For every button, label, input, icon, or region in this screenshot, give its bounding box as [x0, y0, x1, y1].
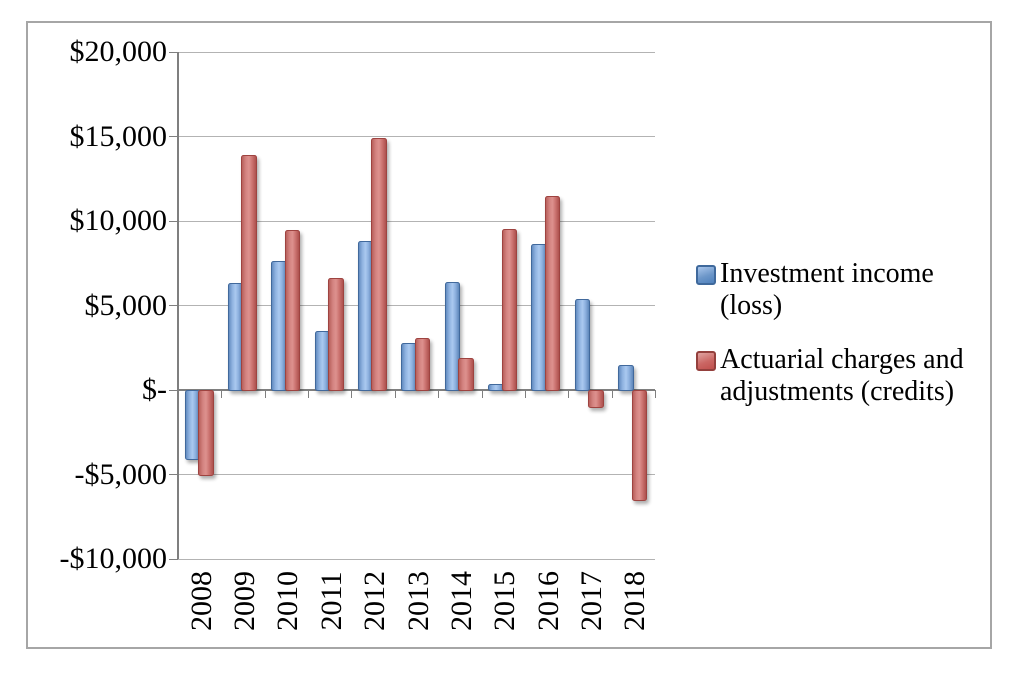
legend-swatch-blue-icon [696, 265, 716, 285]
bar-2008-series1 [198, 390, 214, 476]
x-tick-label: 2017 [574, 571, 608, 631]
bar-2014-series0 [444, 281, 461, 391]
x-axis-tick [221, 390, 223, 398]
legend: Investment income (loss) Actuarial charg… [696, 258, 996, 408]
x-axis-tick [438, 390, 440, 398]
x-axis-tick [655, 390, 656, 398]
bar-2017-series0 [574, 298, 591, 391]
y-axis-tick [169, 51, 178, 53]
legend-label-line: Actuarial charges and [720, 344, 964, 375]
legend-label-line: adjustments (credits) [720, 376, 955, 407]
legend-label-actuarial-charges: Actuarial charges and adjustments (credi… [720, 344, 964, 408]
y-axis-tick [169, 305, 178, 306]
y-tick-label: $5,000 [84, 288, 168, 322]
bar-2014-series1 [458, 357, 474, 391]
x-axis-tick [178, 390, 179, 398]
y-tick-label: $- [142, 373, 167, 406]
x-axis-tick [264, 390, 266, 398]
x-tick-label: 2013 [401, 571, 435, 631]
y-axis-tick [169, 558, 178, 560]
y-gridline [178, 474, 655, 475]
y-gridline [178, 305, 655, 306]
y-tick-label: -$10,000 [59, 542, 168, 575]
y-gridline [178, 51, 655, 53]
y-gridline [178, 220, 655, 222]
x-tick-label: 2018 [618, 571, 652, 631]
bar-2010-series1 [284, 230, 301, 391]
x-axis-tick [394, 390, 396, 398]
bar-2016-series1 [544, 195, 561, 391]
y-tick-label: $10,000 [69, 204, 168, 237]
y-axis-tick [169, 389, 178, 391]
legend-label-line: (loss) [720, 290, 783, 321]
bar-2017-series1 [588, 390, 604, 408]
legend-item-investment-income: Investment income (loss) [696, 258, 996, 322]
x-tick-label: 2014 [444, 571, 478, 631]
x-axis-tick [351, 390, 353, 398]
y-axis-line [177, 52, 179, 559]
x-axis-tick [481, 390, 483, 398]
bar-2018-series0 [618, 364, 634, 391]
x-axis-tick [308, 390, 310, 398]
y-gridline [178, 558, 655, 560]
bar-2013-series1 [414, 337, 431, 391]
x-tick-label: 2016 [531, 571, 565, 631]
y-tick-label: -$5,000 [74, 457, 168, 491]
x-axis-tick [524, 390, 526, 398]
x-tick-label: 2009 [228, 571, 262, 631]
legend-swatch-red-icon [696, 351, 716, 371]
bar-2018-series1 [631, 390, 648, 501]
legend-label-line: Investment income [720, 258, 934, 289]
y-tick-label: $15,000 [69, 119, 168, 153]
x-tick-label: 2008 [184, 571, 218, 631]
x-tick-label: 2010 [271, 571, 305, 631]
y-axis-tick [169, 220, 178, 222]
bar-2011-series1 [328, 278, 344, 391]
y-axis-tick [169, 136, 178, 137]
y-tick-label: $20,000 [69, 35, 168, 68]
x-axis-tick [611, 390, 613, 398]
bar-2015-series1 [501, 229, 518, 391]
x-axis-tick [568, 390, 570, 398]
legend-item-actuarial-charges: Actuarial charges and adjustments (credi… [696, 344, 996, 408]
x-tick-label: 2011 [314, 571, 348, 631]
x-tick-label: 2012 [358, 571, 392, 631]
y-gridline [178, 136, 655, 137]
bar-2009-series1 [241, 155, 257, 391]
legend-label-investment-income: Investment income (loss) [720, 258, 934, 322]
y-axis-tick [169, 474, 178, 475]
bar-2012-series1 [371, 138, 387, 391]
x-tick-label: 2015 [488, 571, 522, 631]
